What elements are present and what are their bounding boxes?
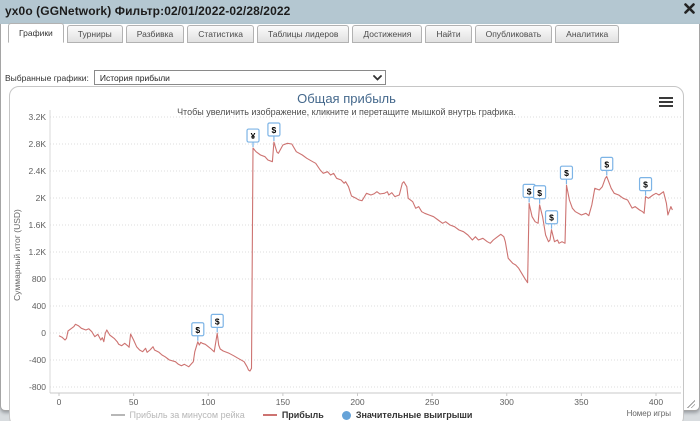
win-marker-symbol: $ bbox=[215, 316, 220, 326]
tab-разбивка[interactable]: Разбивка bbox=[125, 25, 185, 43]
x-tick-label: 300 bbox=[500, 397, 514, 407]
x-tick-label: 400 bbox=[649, 397, 663, 407]
legend-dot-swatch bbox=[341, 410, 351, 420]
graph-selector-row: Выбранные графики: История прибыли bbox=[5, 70, 386, 85]
window-titlebar: yx0o (GGNetwork) Фильтр:02/01/2022-02/28… bbox=[0, 0, 700, 24]
y-tick-label: 3.2K bbox=[29, 112, 47, 122]
tab-турниры[interactable]: Турниры bbox=[66, 25, 123, 43]
chart-legend: Прибыль за минусом рейка Прибыль Значитель… bbox=[0, 410, 628, 420]
win-marker-symbol: $ bbox=[527, 186, 532, 196]
win-marker-badge[interactable] bbox=[246, 128, 260, 143]
win-marker-badge[interactable] bbox=[532, 185, 547, 200]
y-tick-label: 2K bbox=[36, 193, 47, 203]
win-marker-badge[interactable] bbox=[191, 322, 205, 337]
x-tick-label: 150 bbox=[276, 397, 290, 407]
tab-графики[interactable]: Графики bbox=[8, 23, 64, 43]
legend-line-swatch bbox=[262, 414, 277, 416]
y-axis-title: Суммарный итог (USD) bbox=[12, 209, 22, 301]
results-dialog: Графики Турниры Разбивка Статистика Таблицы … bbox=[0, 23, 700, 421]
tab-опубликовать[interactable]: Опубликовать bbox=[474, 25, 553, 43]
win-marker-symbol: $ bbox=[195, 325, 200, 335]
tab-статистика[interactable]: Статистика bbox=[187, 25, 254, 43]
legend-item[interactable]: Значительные выигрыши bbox=[341, 410, 473, 420]
win-marker-symbol: $ bbox=[604, 159, 609, 169]
y-tick-label: 0 bbox=[41, 328, 46, 338]
x-axis-title: Номер игры bbox=[626, 409, 671, 418]
y-tick-label: 400 bbox=[32, 301, 46, 311]
win-marker-symbol: $ bbox=[272, 125, 277, 135]
chart-menu-icon[interactable] bbox=[659, 97, 673, 109]
tab-найти[interactable]: Найти bbox=[425, 25, 472, 43]
tab-достижения[interactable]: Достижения bbox=[352, 25, 423, 43]
legend-label: Прибыль bbox=[281, 410, 324, 420]
win-marker-symbol: ¥ bbox=[251, 131, 256, 141]
y-tick-label: -800 bbox=[29, 382, 46, 392]
win-marker-badge[interactable] bbox=[544, 210, 559, 225]
tab-аналитика[interactable]: Аналитика bbox=[555, 25, 620, 43]
x-tick-label: 350 bbox=[574, 397, 588, 407]
win-marker-badge[interactable] bbox=[210, 313, 224, 328]
graph-type-select-value: История прибыли bbox=[99, 72, 170, 83]
win-marker-symbol: $ bbox=[537, 188, 542, 198]
legend-item[interactable]: Прибыль за минусом рейка bbox=[110, 410, 245, 420]
x-tick-label: 50 bbox=[129, 397, 139, 407]
x-tick-label: 0 bbox=[57, 397, 62, 407]
legend-item[interactable]: Прибыль bbox=[262, 410, 324, 420]
close-icon[interactable] bbox=[684, 3, 695, 14]
window-title: yx0o (GGNetwork) Фильтр:02/01/2022-02/28… bbox=[5, 4, 291, 18]
win-marker-symbol: $ bbox=[564, 168, 569, 178]
tab-bar: Графики Турниры Разбивка Статистика Таблицы … bbox=[8, 23, 620, 43]
resize-handle-icon[interactable] bbox=[687, 400, 695, 408]
y-tick-label: 2.4K bbox=[29, 166, 47, 176]
x-tick-label: 100 bbox=[201, 397, 215, 407]
x-tick-label: 200 bbox=[350, 397, 364, 407]
profit-chart[interactable]: 3.2K 2.8K 2.4K 2K 1.6K 1.2K 800 400 0 -400 -800 0 50… bbox=[10, 87, 683, 421]
win-marker-badge[interactable] bbox=[559, 165, 574, 180]
chart-title: Общая прибыль bbox=[297, 91, 396, 106]
chart-panel: 3.2K 2.8K 2.4K 2K 1.6K 1.2K 800 400 0 -400 -800 0 50… bbox=[9, 86, 684, 421]
win-marker-badge[interactable] bbox=[638, 177, 653, 192]
chart-subtitle: Чтобы увеличить изображение, кликните и … bbox=[177, 107, 516, 117]
win-marker-symbol: $ bbox=[643, 180, 648, 190]
x-tick-label: 250 bbox=[425, 397, 439, 407]
win-marker-badge[interactable] bbox=[600, 156, 614, 172]
y-tick-label: -400 bbox=[29, 355, 46, 365]
legend-label: Прибыль за минусом рейка bbox=[129, 410, 245, 420]
tab-таблицы-лидеров[interactable]: Таблицы лидеров bbox=[256, 25, 350, 43]
chevron-down-icon bbox=[372, 74, 382, 81]
win-marker-symbol: $ bbox=[549, 213, 554, 223]
legend-line-swatch bbox=[110, 414, 125, 416]
y-tick-label: 1.2K bbox=[29, 247, 47, 257]
win-marker-badge[interactable] bbox=[267, 122, 281, 137]
graph-type-select[interactable]: История прибыли bbox=[93, 70, 386, 85]
legend-label: Значительные выигрыши bbox=[355, 410, 473, 420]
graph-selector-label: Выбранные графики: bbox=[5, 72, 89, 83]
y-tick-label: 800 bbox=[32, 274, 46, 284]
profit-line-series bbox=[58, 141, 673, 372]
y-tick-label: 1.6K bbox=[29, 220, 47, 230]
y-tick-label: 2.8K bbox=[29, 139, 47, 149]
